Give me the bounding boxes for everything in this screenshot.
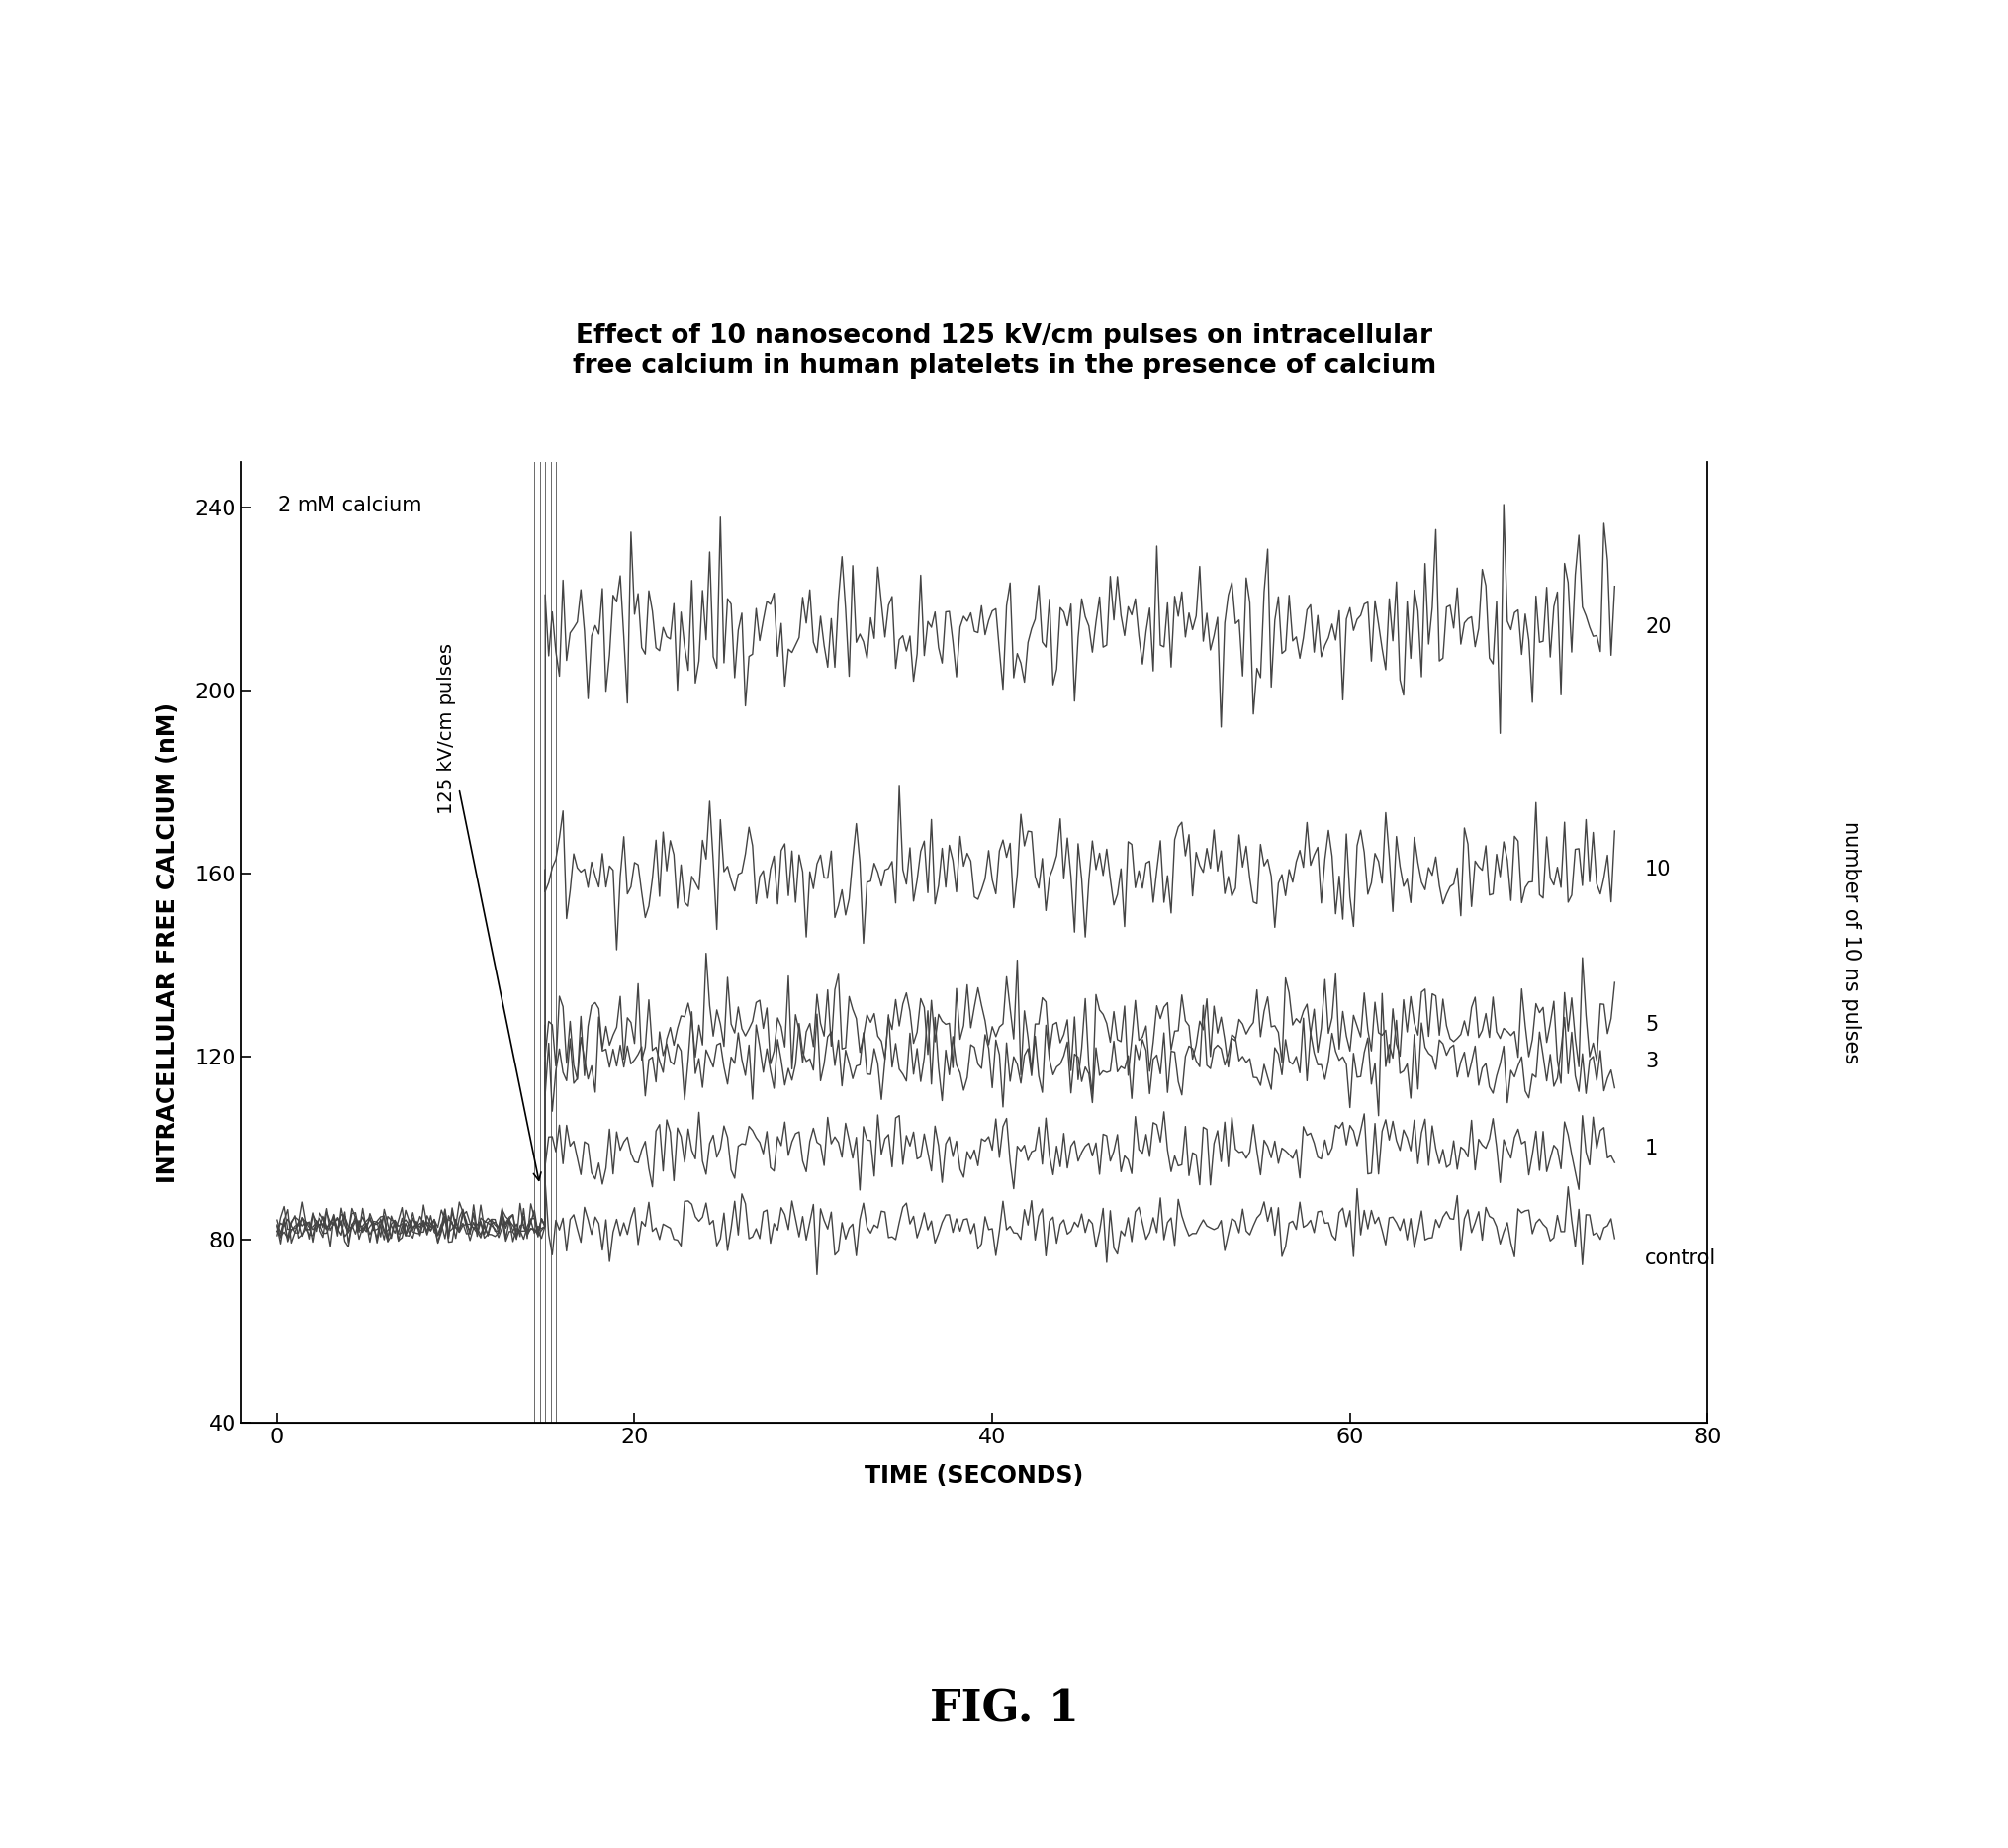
Text: FIG. 1: FIG. 1: [930, 1687, 1078, 1732]
Y-axis label: INTRACELLULAR FREE CALCIUM (nM): INTRACELLULAR FREE CALCIUM (nM): [157, 702, 181, 1183]
Text: number of 10 ns pulses: number of 10 ns pulses: [1839, 821, 1859, 1064]
Text: 20: 20: [1645, 617, 1671, 636]
Text: Effect of 10 nanosecond 125 kV/cm pulses on intracellular
free calcium in human : Effect of 10 nanosecond 125 kV/cm pulses…: [572, 323, 1436, 379]
Text: 5: 5: [1645, 1015, 1657, 1035]
Text: 125 kV/cm pulses: 125 kV/cm pulses: [438, 643, 540, 1181]
X-axis label: TIME (SECONDS): TIME (SECONDS): [865, 1464, 1082, 1488]
Text: 1: 1: [1645, 1138, 1657, 1159]
Text: 3: 3: [1645, 1052, 1657, 1072]
Text: control: control: [1645, 1249, 1715, 1268]
Text: 2 mM calcium: 2 mM calcium: [277, 495, 422, 516]
Text: 10: 10: [1645, 859, 1671, 880]
